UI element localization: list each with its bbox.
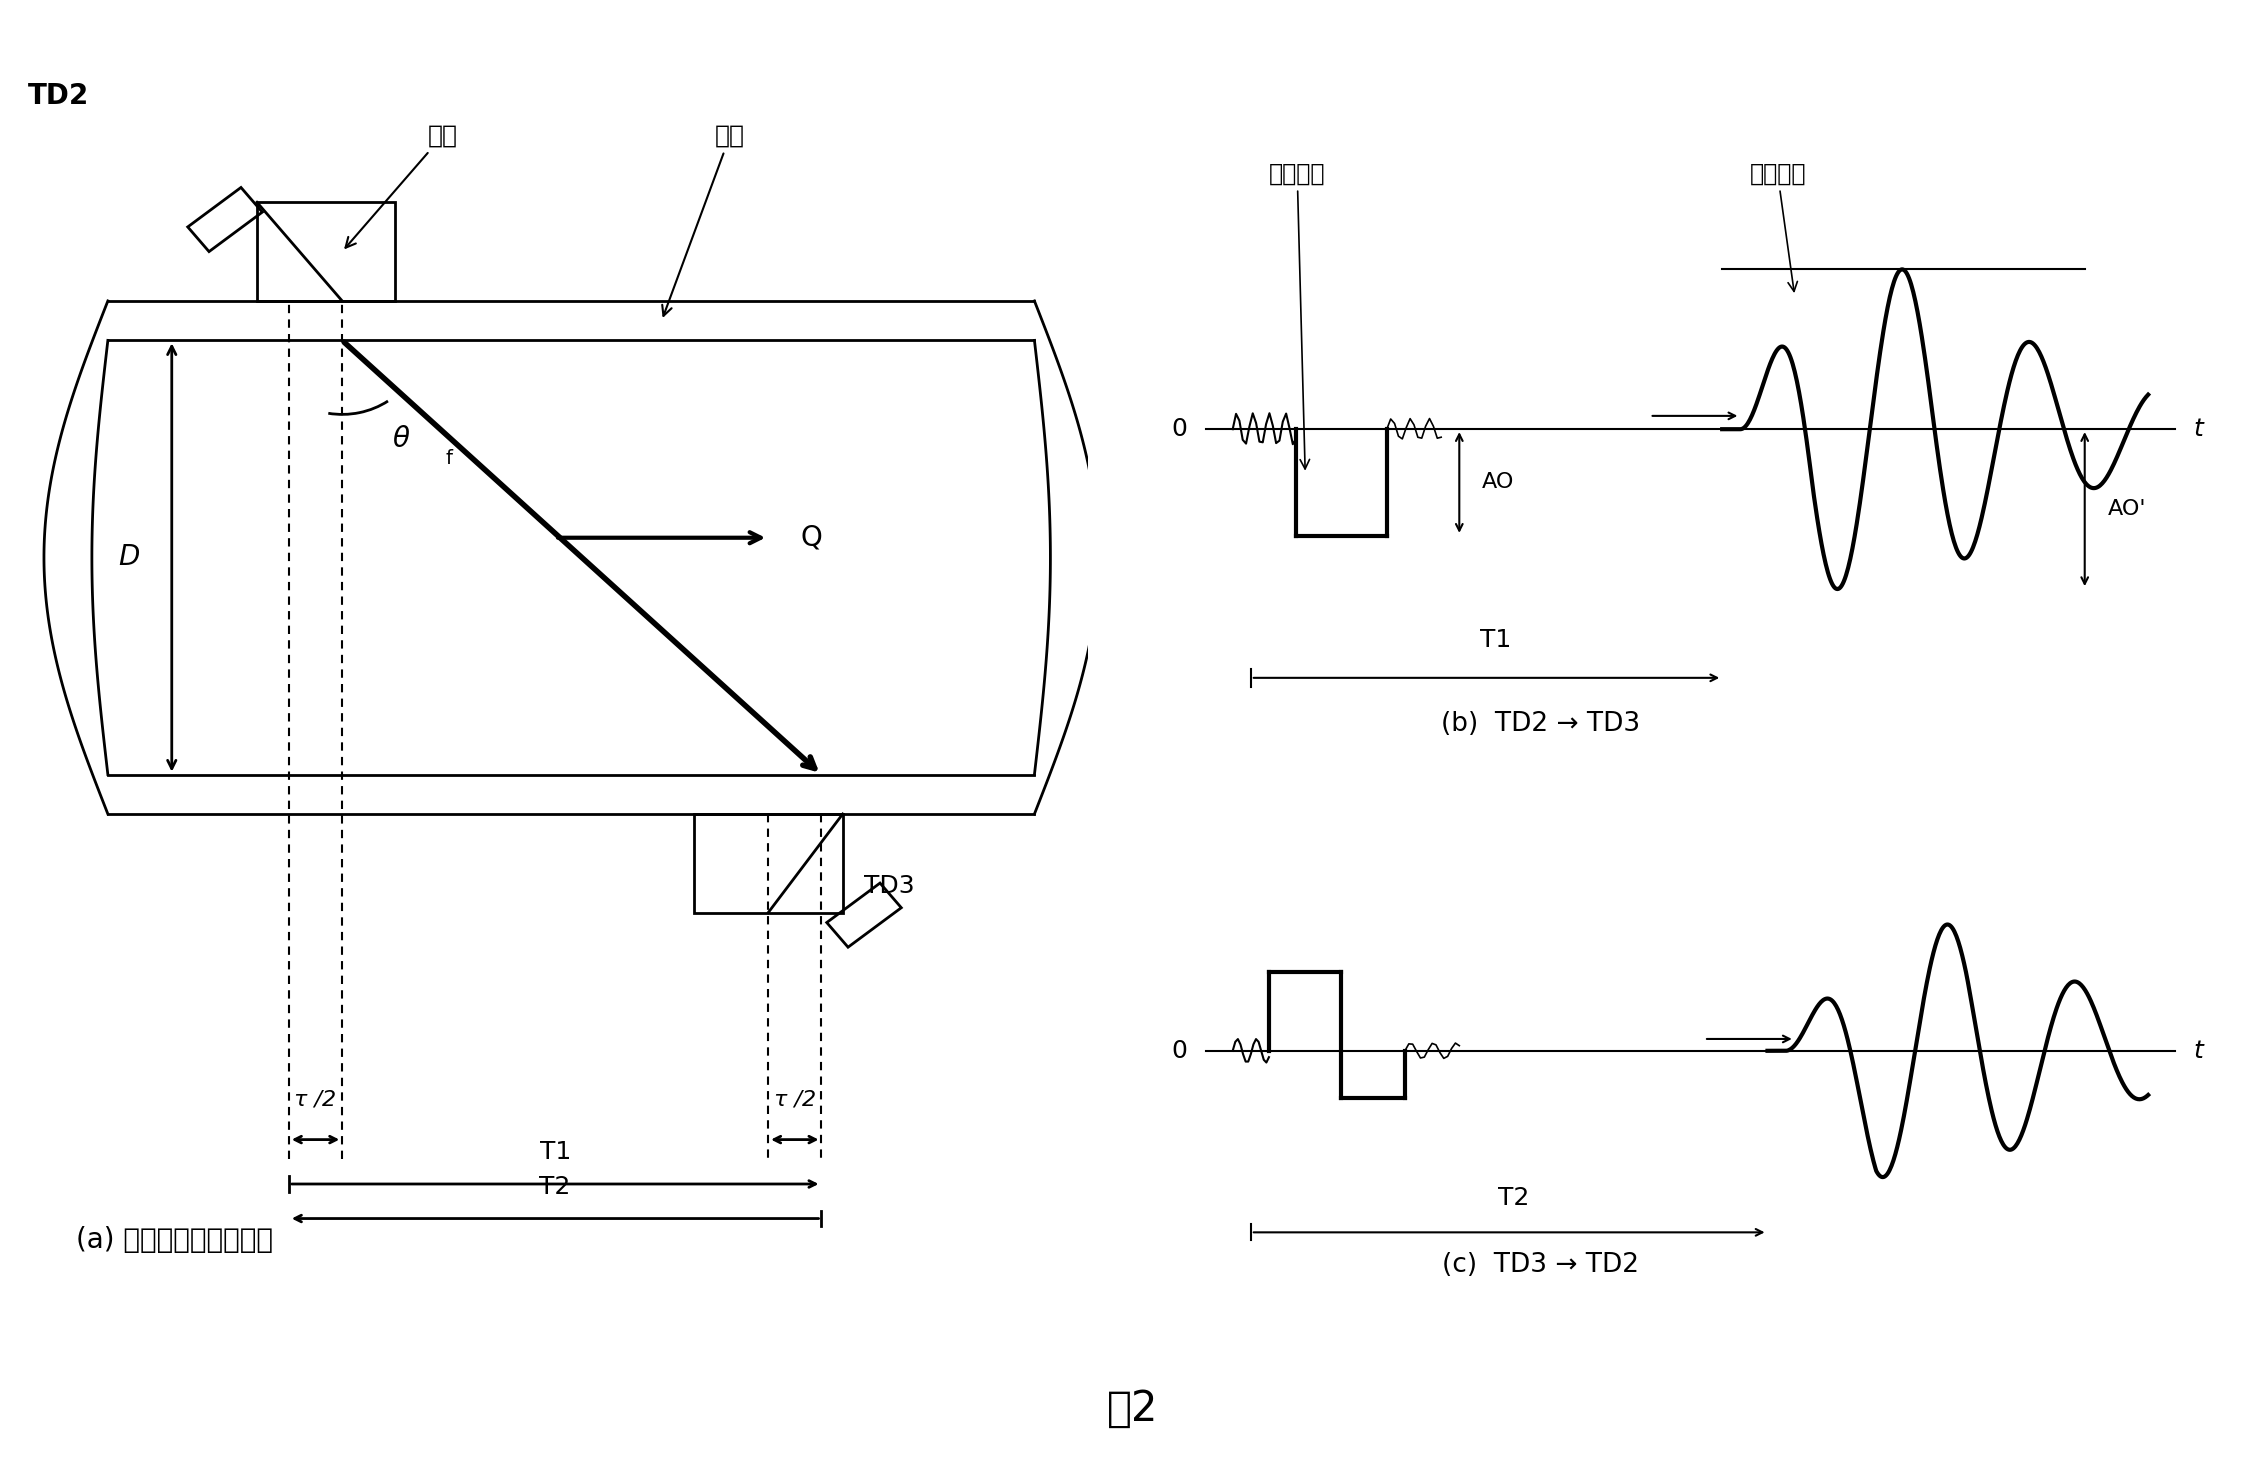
Text: 0: 0: [1172, 417, 1187, 441]
Text: T2: T2: [1498, 1185, 1530, 1209]
Text: T2: T2: [539, 1175, 571, 1199]
Text: t: t: [2193, 417, 2203, 441]
Text: f: f: [444, 450, 453, 468]
Text: τ /2: τ /2: [773, 1089, 816, 1109]
Text: 图2: 图2: [1108, 1388, 1158, 1430]
Text: AO': AO': [2107, 499, 2146, 519]
Text: AO: AO: [1482, 472, 1514, 493]
Text: TD3: TD3: [863, 873, 915, 898]
Text: (c)  TD3 → TD2: (c) TD3 → TD2: [1443, 1252, 1638, 1277]
Text: 管道: 管道: [662, 124, 746, 315]
Text: Q: Q: [800, 524, 823, 552]
Text: 0: 0: [1172, 1039, 1187, 1063]
Text: T1: T1: [539, 1140, 571, 1165]
Text: (b)  TD2 → TD3: (b) TD2 → TD3: [1441, 710, 1641, 737]
Text: TD2: TD2: [27, 81, 88, 110]
Text: 接收信号: 接收信号: [1749, 161, 1806, 292]
Text: θ: θ: [392, 425, 410, 453]
Text: (a) 通过时间方法的配置: (a) 通过时间方法的配置: [77, 1225, 272, 1254]
Text: T1: T1: [1480, 628, 1511, 651]
Text: τ /2: τ /2: [295, 1089, 338, 1109]
Text: 发送信号: 发送信号: [1269, 161, 1326, 469]
Text: 楷子: 楷子: [344, 124, 458, 247]
Text: D: D: [118, 543, 140, 571]
Text: t: t: [2193, 1039, 2203, 1063]
